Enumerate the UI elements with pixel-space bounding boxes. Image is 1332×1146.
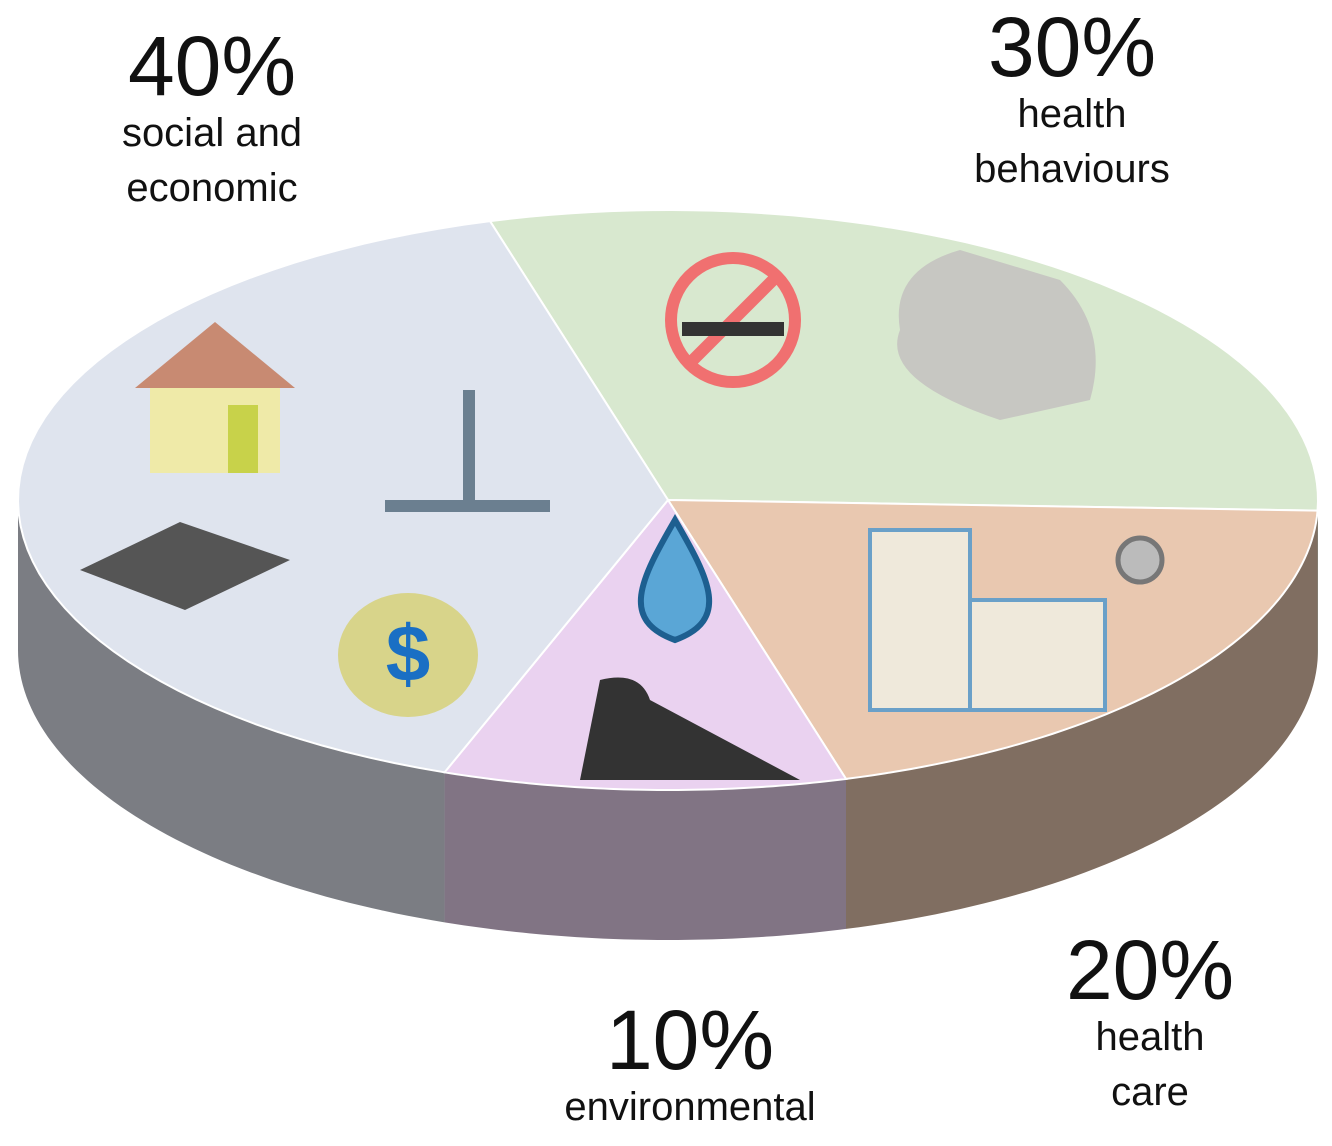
slice (442, 498, 848, 791)
money-bag (338, 593, 478, 717)
no-smoking-icon (665, 252, 801, 388)
category-label: health care (1095, 1015, 1205, 1114)
graduation-cap (80, 522, 290, 610)
water-drop (637, 514, 713, 644)
hospital-wing (968, 598, 1107, 712)
hospital (868, 528, 972, 712)
value-label: 10% (605, 993, 775, 1087)
bathroom-scale (897, 250, 1096, 420)
slice-side (444, 772, 846, 940)
dollar-sign: $ (386, 609, 431, 698)
cigarette (682, 322, 784, 336)
value-label: 20% (1065, 923, 1235, 1017)
scales-base (385, 500, 550, 512)
no-smoking-bar (685, 272, 781, 368)
value-label: 40% (127, 19, 297, 113)
slice-side (18, 500, 445, 923)
stethoscope (1115, 535, 1165, 585)
house (150, 388, 280, 473)
category-label: social and economic (121, 111, 303, 210)
slice-side (846, 510, 1318, 929)
house-roof (135, 322, 295, 388)
road (580, 677, 800, 780)
icons: $ (80, 250, 1165, 780)
category-label: environmental (564, 1085, 816, 1129)
scales (463, 390, 475, 500)
category-label: health behaviours (974, 92, 1170, 191)
house-door (228, 405, 258, 473)
value-label: 30% (987, 0, 1157, 94)
